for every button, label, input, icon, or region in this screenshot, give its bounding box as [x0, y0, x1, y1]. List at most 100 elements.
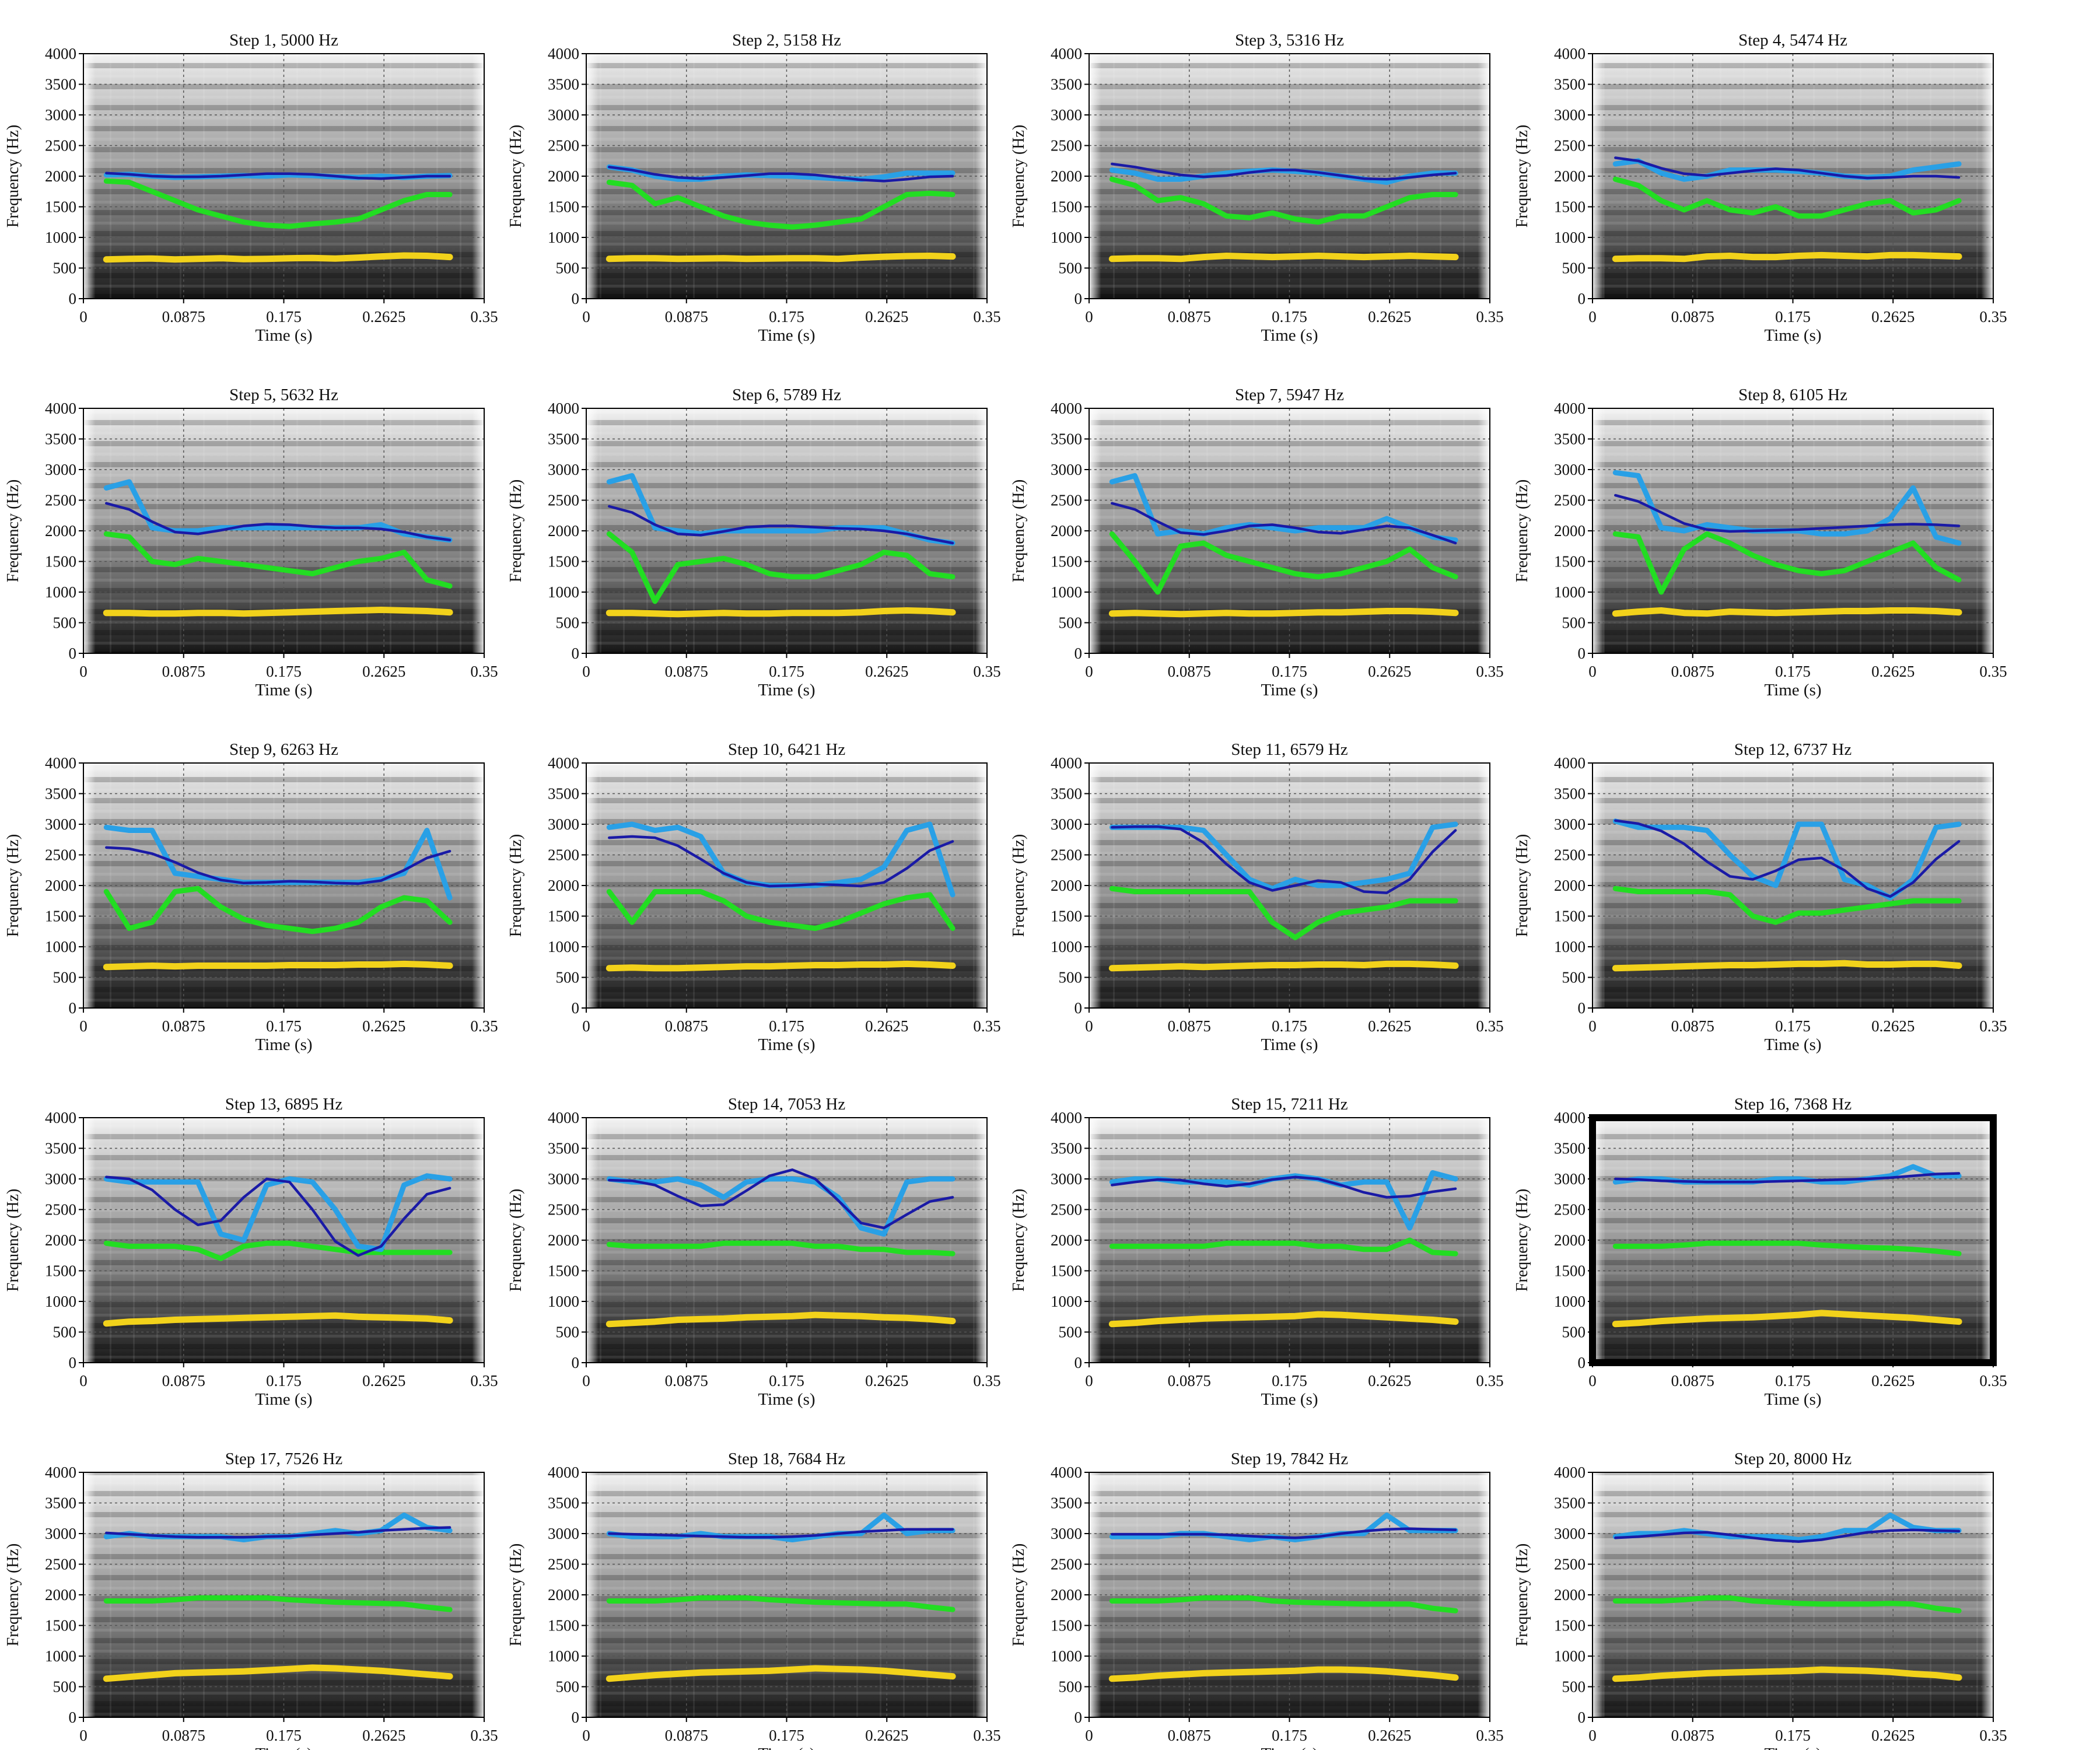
- f2-track: [1109, 1595, 1458, 1614]
- y-axis-label: Frequency (Hz): [507, 125, 525, 228]
- y-tick-label: 1000: [1554, 229, 1586, 246]
- spectrogram-panel: Step 13, 6895 Hz 0 0.0875 0.175 0.2625 0.35 Ti…: [4, 1095, 498, 1409]
- f3-track: [1109, 473, 1458, 543]
- y-tick-label: 2500: [548, 1556, 579, 1573]
- y-tick-label: 0: [572, 1354, 580, 1371]
- f2-track: [103, 886, 453, 935]
- y-tick-label: 0: [1074, 999, 1083, 1017]
- x-tick-label: 0.0875: [162, 663, 205, 680]
- panel-title: Step 5, 5632 Hz: [229, 386, 338, 404]
- f2-track: [606, 1595, 956, 1612]
- f2-track: [1109, 886, 1458, 940]
- y-tick-label: 3000: [1051, 1525, 1082, 1542]
- y-tick-label: 1500: [1051, 1262, 1082, 1280]
- spectrogram-panel: Step 16, 7368 Hz 0 0.0875 0.175 0.2625 0.35 Ti…: [1513, 1095, 2007, 1409]
- f3-track: [103, 1173, 453, 1252]
- y-tick-label: 2500: [1554, 1556, 1586, 1573]
- f2-track: [606, 180, 956, 230]
- y-axis-label: Frequency (Hz): [507, 1544, 525, 1646]
- x-tick-label: 0.0875: [665, 1727, 708, 1744]
- y-tick-label: 3500: [548, 1140, 579, 1157]
- x-tick-label: 0.35: [470, 1017, 498, 1035]
- y-tick-label: 2000: [548, 1231, 579, 1249]
- y-tick-label: 4000: [1051, 1109, 1082, 1126]
- panel-title: Step 4, 5474 Hz: [1738, 31, 1847, 50]
- f1-track: [606, 253, 956, 262]
- spectrogram-panel: Step 12, 6737 Hz 0 0.0875 0.175 0.2625 0.35 Ti…: [1513, 740, 2007, 1054]
- x-tick-label: 0: [1588, 1372, 1597, 1390]
- y-tick-label: 3000: [45, 1170, 76, 1188]
- x-tick-label: 0.2625: [1871, 1727, 1915, 1744]
- y-tick-label: 3500: [45, 76, 76, 93]
- y-tick-label: 500: [1059, 1324, 1083, 1341]
- y-tick-label: 4000: [548, 400, 579, 417]
- x-tick-label: 0.35: [1476, 1372, 1503, 1390]
- y-tick-label: 4000: [1051, 400, 1082, 417]
- y-tick-label: 2000: [1051, 522, 1082, 540]
- y-tick-label: 4000: [548, 1464, 579, 1481]
- y-tick-label: 1500: [1554, 553, 1586, 570]
- y-tick-label: 1500: [1554, 1262, 1586, 1280]
- panel-title: Step 13, 6895 Hz: [225, 1095, 343, 1114]
- y-tick-label: 4000: [548, 45, 579, 62]
- smoothed-f3-line: [105, 1175, 452, 1257]
- x-tick-label: 0: [79, 1372, 88, 1390]
- y-tick-label: 1500: [548, 1617, 579, 1634]
- x-tick-label: 0.35: [1476, 1017, 1503, 1035]
- f1-track: [1612, 960, 1962, 972]
- y-axis-label: Frequency (Hz): [1010, 1189, 1028, 1292]
- x-tick-label: 0.2625: [1368, 1727, 1411, 1744]
- x-axis-label: Time (s): [1261, 681, 1318, 699]
- spectrogram-panel: Step 2, 5158 Hz 0 0.0875 0.175 0.2625 0.35 Tim…: [507, 31, 1001, 345]
- f2-track: [103, 1240, 453, 1261]
- y-tick-label: 3500: [1051, 76, 1082, 93]
- y-tick-label: 3000: [1554, 106, 1586, 124]
- y-tick-label: 3500: [1554, 785, 1586, 803]
- y-tick-label: 4000: [1051, 754, 1082, 772]
- x-tick-label: 0.35: [470, 1372, 498, 1390]
- x-tick-label: 0.2625: [865, 1017, 908, 1035]
- y-axis-label: Frequency (Hz): [1010, 1544, 1028, 1646]
- x-tick-label: 0.0875: [1168, 1017, 1211, 1035]
- y-axis-label: Frequency (Hz): [4, 480, 22, 582]
- f2-track: [1109, 531, 1458, 595]
- y-axis-label: Frequency (Hz): [1513, 125, 1531, 228]
- y-tick-label: 2000: [1554, 877, 1586, 894]
- y-tick-label: 2000: [548, 167, 579, 185]
- x-tick-label: 0.175: [1775, 1727, 1811, 1744]
- f2-track: [606, 531, 956, 604]
- y-tick-label: 0: [1578, 645, 1586, 662]
- y-tick-label: 2500: [548, 492, 579, 509]
- x-tick-label: 0.0875: [1168, 308, 1211, 326]
- smoothed-f3-line: [608, 835, 954, 888]
- x-tick-label: 0.2625: [362, 663, 405, 680]
- spectrogram-panel: Step 9, 6263 Hz 0 0.0875 0.175 0.2625 0.35 Tim…: [4, 740, 498, 1054]
- smoothed-f3-line: [608, 166, 954, 183]
- y-tick-label: 3500: [548, 785, 579, 803]
- smoothed-f3-line: [1614, 819, 1961, 898]
- x-tick-label: 0.175: [266, 1017, 302, 1035]
- smoothed-f3-line: [105, 172, 452, 180]
- x-tick-label: 0.0875: [1671, 1727, 1714, 1744]
- y-tick-label: 0: [1578, 999, 1586, 1017]
- x-tick-label: 0: [582, 308, 590, 326]
- x-tick-label: 0: [1085, 663, 1093, 680]
- y-tick-label: 2500: [1554, 492, 1586, 509]
- panel-title: Step 12, 6737 Hz: [1734, 740, 1852, 759]
- y-tick-label: 3500: [1554, 430, 1586, 448]
- y-tick-label: 3000: [1051, 1170, 1082, 1188]
- x-axis-label: Time (s): [1764, 681, 1821, 699]
- y-tick-label: 2500: [1051, 1556, 1082, 1573]
- x-tick-label: 0.35: [470, 1727, 498, 1744]
- x-tick-label: 0.35: [1476, 1727, 1503, 1744]
- x-tick-label: 0.175: [266, 1372, 302, 1390]
- y-tick-label: 1000: [45, 1647, 76, 1665]
- y-axis-label: Frequency (Hz): [1010, 125, 1028, 228]
- x-tick-label: 0.2625: [1368, 1372, 1411, 1390]
- y-tick-label: 2000: [45, 1586, 76, 1604]
- y-tick-label: 3000: [548, 461, 579, 478]
- y-tick-label: 2500: [45, 137, 76, 155]
- y-tick-label: 1500: [1554, 198, 1586, 216]
- x-tick-label: 0.175: [769, 308, 804, 326]
- y-tick-label: 3000: [1554, 816, 1586, 833]
